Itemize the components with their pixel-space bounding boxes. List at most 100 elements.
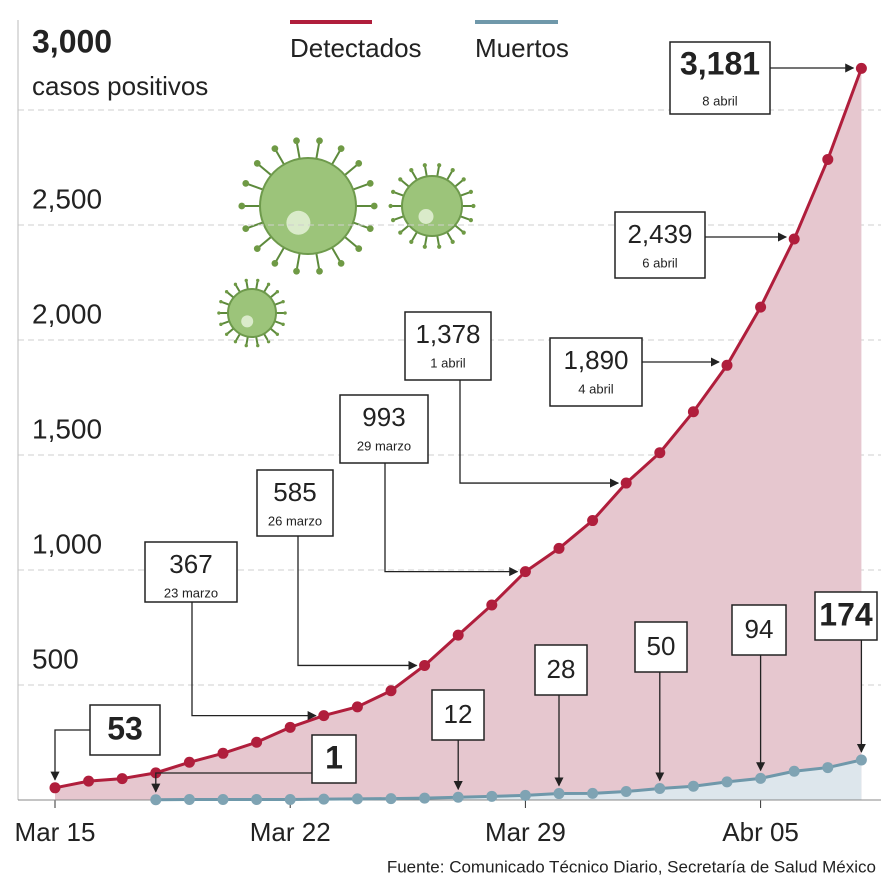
virus-body <box>228 289 276 337</box>
y-tick-label: 3,000 <box>32 23 112 59</box>
virus-tip <box>471 204 475 208</box>
virus-tip <box>437 245 441 249</box>
point <box>520 790 531 801</box>
point <box>822 762 833 773</box>
point <box>386 685 397 696</box>
virus-tip <box>245 344 248 347</box>
value-label: 53 <box>107 710 143 746</box>
point <box>218 748 229 759</box>
point <box>856 63 867 74</box>
virus-tip <box>281 300 284 303</box>
point <box>587 788 598 799</box>
point <box>554 543 565 554</box>
point <box>688 781 699 792</box>
virus-body <box>402 176 462 236</box>
virus-tip <box>316 268 323 275</box>
point <box>318 794 329 805</box>
value-label: 174 <box>819 596 873 632</box>
point <box>621 786 632 797</box>
date-label: 6 abril <box>642 255 678 270</box>
virus-tip <box>225 290 228 293</box>
chart: casos positivos Fuente: Comunicado Técni… <box>0 0 881 890</box>
x-tick-label: Mar 15 <box>15 817 96 847</box>
value-label: 2,439 <box>627 219 692 249</box>
virus-tip <box>256 279 259 282</box>
point <box>285 794 296 805</box>
point <box>83 776 94 787</box>
point <box>453 630 464 641</box>
callout-arrow <box>55 730 90 780</box>
virus-highlight <box>241 315 253 327</box>
virus-tip <box>276 333 279 336</box>
virus-tip <box>367 180 374 187</box>
virus-tip <box>409 168 413 172</box>
point <box>150 794 161 805</box>
virus-tip <box>462 231 466 235</box>
point <box>755 302 766 313</box>
point <box>856 754 867 765</box>
page: casos positivos Fuente: Comunicado Técni… <box>0 0 881 890</box>
point <box>184 757 195 768</box>
virus-tip <box>423 245 427 249</box>
virus-tip <box>219 300 222 303</box>
y-axis-label: casos positivos <box>32 71 208 101</box>
y-tick-label: 500 <box>32 643 79 674</box>
point <box>419 793 430 804</box>
value-label: 94 <box>745 614 774 644</box>
virus-tip <box>338 145 345 152</box>
virus-tip <box>391 218 395 222</box>
virus-tip <box>409 240 413 244</box>
point <box>251 794 262 805</box>
x-tick-label: Abr 05 <box>722 817 799 847</box>
point <box>218 794 229 805</box>
legend-label: Muertos <box>475 33 569 63</box>
value-label: 993 <box>362 402 405 432</box>
date-label: 8 abril <box>702 93 738 108</box>
point <box>352 701 363 712</box>
virus-icon <box>217 279 287 348</box>
virus-tip <box>283 311 286 314</box>
value-label: 367 <box>169 549 212 579</box>
point <box>621 478 632 489</box>
virus-tip <box>398 231 402 235</box>
virus-tip <box>225 333 228 336</box>
y-tick-label: 1,500 <box>32 413 102 444</box>
virus-tip <box>355 160 362 167</box>
virus-tip <box>367 225 374 232</box>
date-label: 1 abril <box>430 355 466 370</box>
value-label: 50 <box>647 631 676 661</box>
virus-tip <box>245 279 248 282</box>
value-label: 28 <box>547 654 576 684</box>
virus-tip <box>355 245 362 252</box>
y-tick-label: 2,000 <box>32 298 102 329</box>
virus-tip <box>267 340 270 343</box>
virus-tip <box>451 168 455 172</box>
virus-tip <box>389 204 393 208</box>
virus-tip <box>238 203 245 210</box>
virus-tip <box>338 260 345 267</box>
point <box>184 794 195 805</box>
date-label: 29 marzo <box>357 438 411 453</box>
callout-arrow <box>298 536 417 665</box>
virus-tip <box>437 163 441 167</box>
point <box>554 788 565 799</box>
virus-tip <box>272 260 279 267</box>
virus-tip <box>281 323 284 326</box>
virus-icon <box>238 137 377 274</box>
virus-tip <box>219 323 222 326</box>
virus-tip <box>217 311 220 314</box>
legend-label: Detectados <box>290 33 422 63</box>
virus-tip <box>242 180 249 187</box>
point <box>251 737 262 748</box>
point <box>520 566 531 577</box>
virus-tip <box>469 218 473 222</box>
date-label: 4 abril <box>578 381 614 396</box>
x-tick-label: Mar 29 <box>485 817 566 847</box>
virus-tip <box>469 190 473 194</box>
point <box>722 360 733 371</box>
virus-tip <box>254 160 261 167</box>
virus-tip <box>462 177 466 181</box>
value-label: 12 <box>444 699 473 729</box>
virus-highlight <box>286 211 310 235</box>
virus-tip <box>272 145 279 152</box>
